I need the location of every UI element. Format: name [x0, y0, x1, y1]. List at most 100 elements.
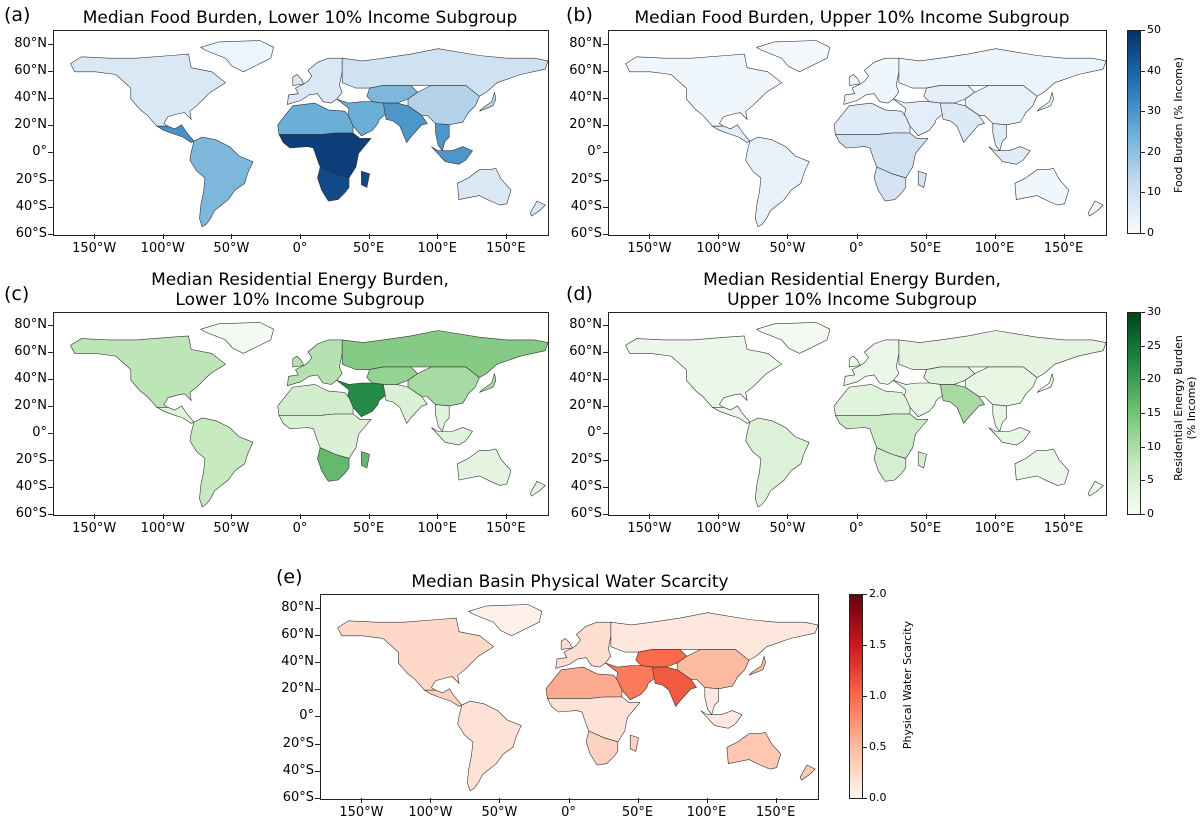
lon-tick-mark: [368, 234, 370, 239]
region-na: [337, 617, 495, 691]
region-aus: [457, 448, 512, 486]
map-water-scarcity: [320, 594, 819, 800]
region-na: [70, 53, 227, 127]
map-d-svg: [625, 322, 1106, 508]
region-nafr: [277, 102, 354, 135]
region-grl: [467, 604, 543, 637]
colorbar-tick-mark: [863, 594, 867, 595]
region-sea2: [431, 427, 473, 446]
lon-tick-label: 0°: [292, 241, 308, 256]
lat-tick-mark: [603, 152, 608, 154]
lon-tick-label: 0°: [292, 521, 308, 536]
region-na: [625, 335, 783, 408]
lat-tick-mark: [603, 234, 608, 235]
lon-tick-mark: [787, 234, 789, 239]
lon-tick-label: 150°W: [339, 805, 384, 820]
lat-tick-label: 60°N: [14, 62, 47, 78]
lat-tick-mark: [603, 70, 608, 72]
lon-tick-mark: [300, 234, 301, 239]
panel-d-title-line1: Median Residential Energy Burden,: [703, 270, 1001, 290]
lon-tick-label: 50°E: [352, 521, 385, 536]
region-sa: [745, 136, 810, 228]
region-uk: [292, 355, 305, 368]
map-b-svg: [625, 40, 1106, 228]
region-mad: [629, 734, 639, 752]
lon-tick-mark: [162, 234, 164, 239]
lon-tick-label: 50°E: [909, 241, 942, 256]
colorbar-tick-mark: [863, 798, 867, 799]
lat-tick-label: 20°S: [15, 171, 47, 187]
panel-c-title-line1: Median Residential Energy Burden,: [151, 270, 449, 290]
region-nz: [1087, 480, 1104, 497]
region-safr: [585, 730, 619, 766]
panel-a-letter: (a): [4, 4, 31, 26]
lat-tick-label: 20°N: [569, 117, 602, 133]
lat-tick-label: 40°S: [282, 762, 314, 778]
panel-d-title: Median Residential Energy Burden, Upper …: [612, 270, 1092, 310]
lat-tick-mark: [48, 460, 53, 462]
lon-tick-mark: [649, 234, 651, 239]
lon-tick-label: 50°E: [909, 521, 942, 536]
lat-tick-label: 80°N: [14, 35, 47, 51]
lon-tick-mark: [718, 234, 720, 239]
lon-tick-mark: [787, 514, 789, 519]
lon-tick-mark: [994, 234, 996, 239]
colorbar-tick-label: 0: [1147, 507, 1154, 520]
region-uk: [560, 638, 573, 650]
lat-tick-mark: [48, 152, 53, 154]
region-sea2: [988, 146, 1031, 165]
region-sea2: [988, 427, 1031, 446]
region-uk: [848, 74, 861, 86]
colorbar-water-label: Physical Water Scarcity: [901, 620, 914, 750]
colorbar-tick-label: 2.0: [869, 587, 887, 600]
lat-tick-mark: [48, 406, 53, 408]
lon-tick-mark: [994, 514, 996, 519]
lon-tick-mark: [649, 514, 651, 519]
lat-tick-mark: [603, 379, 608, 381]
lat-tick-mark: [315, 716, 320, 718]
lat-tick-mark: [48, 125, 53, 127]
region-grl: [200, 40, 274, 73]
region-nafr: [833, 102, 911, 135]
lon-tick-mark: [568, 798, 570, 803]
region-safr: [873, 166, 907, 202]
lat-tick-mark: [603, 125, 608, 127]
lat-tick-mark: [48, 352, 53, 354]
lat-tick-label: 60°N: [569, 344, 602, 360]
region-nz: [529, 200, 546, 217]
panel-d-title-line2: Upper 10% Income Subgroup: [727, 290, 977, 310]
lat-tick-label: 80°N: [569, 35, 602, 51]
region-eas: [964, 85, 1038, 126]
region-sea: [435, 123, 450, 152]
region-sea: [704, 687, 719, 716]
lat-tick-mark: [603, 433, 608, 435]
colorbar-tick-label: 30: [1147, 305, 1161, 318]
lon-tick-label: 150°W: [72, 241, 117, 256]
region-sa: [189, 417, 254, 508]
lon-tick-label: 100°E: [686, 805, 727, 820]
region-ssa: [834, 132, 929, 179]
lat-tick-label: 20°S: [282, 735, 314, 751]
region-sea: [435, 404, 450, 433]
region-cas: [923, 85, 976, 104]
region-sa: [457, 700, 522, 792]
region-grl: [755, 322, 831, 354]
region-cas: [635, 649, 688, 668]
lon-tick-mark: [94, 234, 96, 239]
region-na: [70, 335, 227, 408]
region-eas: [407, 85, 480, 126]
colorbar-tick-mark: [1141, 480, 1145, 482]
lat-tick-mark: [315, 689, 320, 691]
region-aus: [726, 732, 782, 770]
region-cas: [923, 366, 976, 385]
colorbar-food-label: Food Burden (% Income): [1172, 57, 1185, 193]
region-ssa: [834, 413, 929, 459]
colorbar-tick-label: 10: [1147, 185, 1161, 199]
region-nz: [1087, 200, 1104, 217]
colorbar-tick-mark: [1141, 70, 1145, 72]
lat-tick-mark: [603, 406, 608, 408]
region-jp: [479, 373, 497, 393]
lon-tick-label: 0°: [849, 521, 864, 536]
region-ca: [155, 405, 195, 424]
lon-tick-label: 100°E: [417, 241, 457, 256]
